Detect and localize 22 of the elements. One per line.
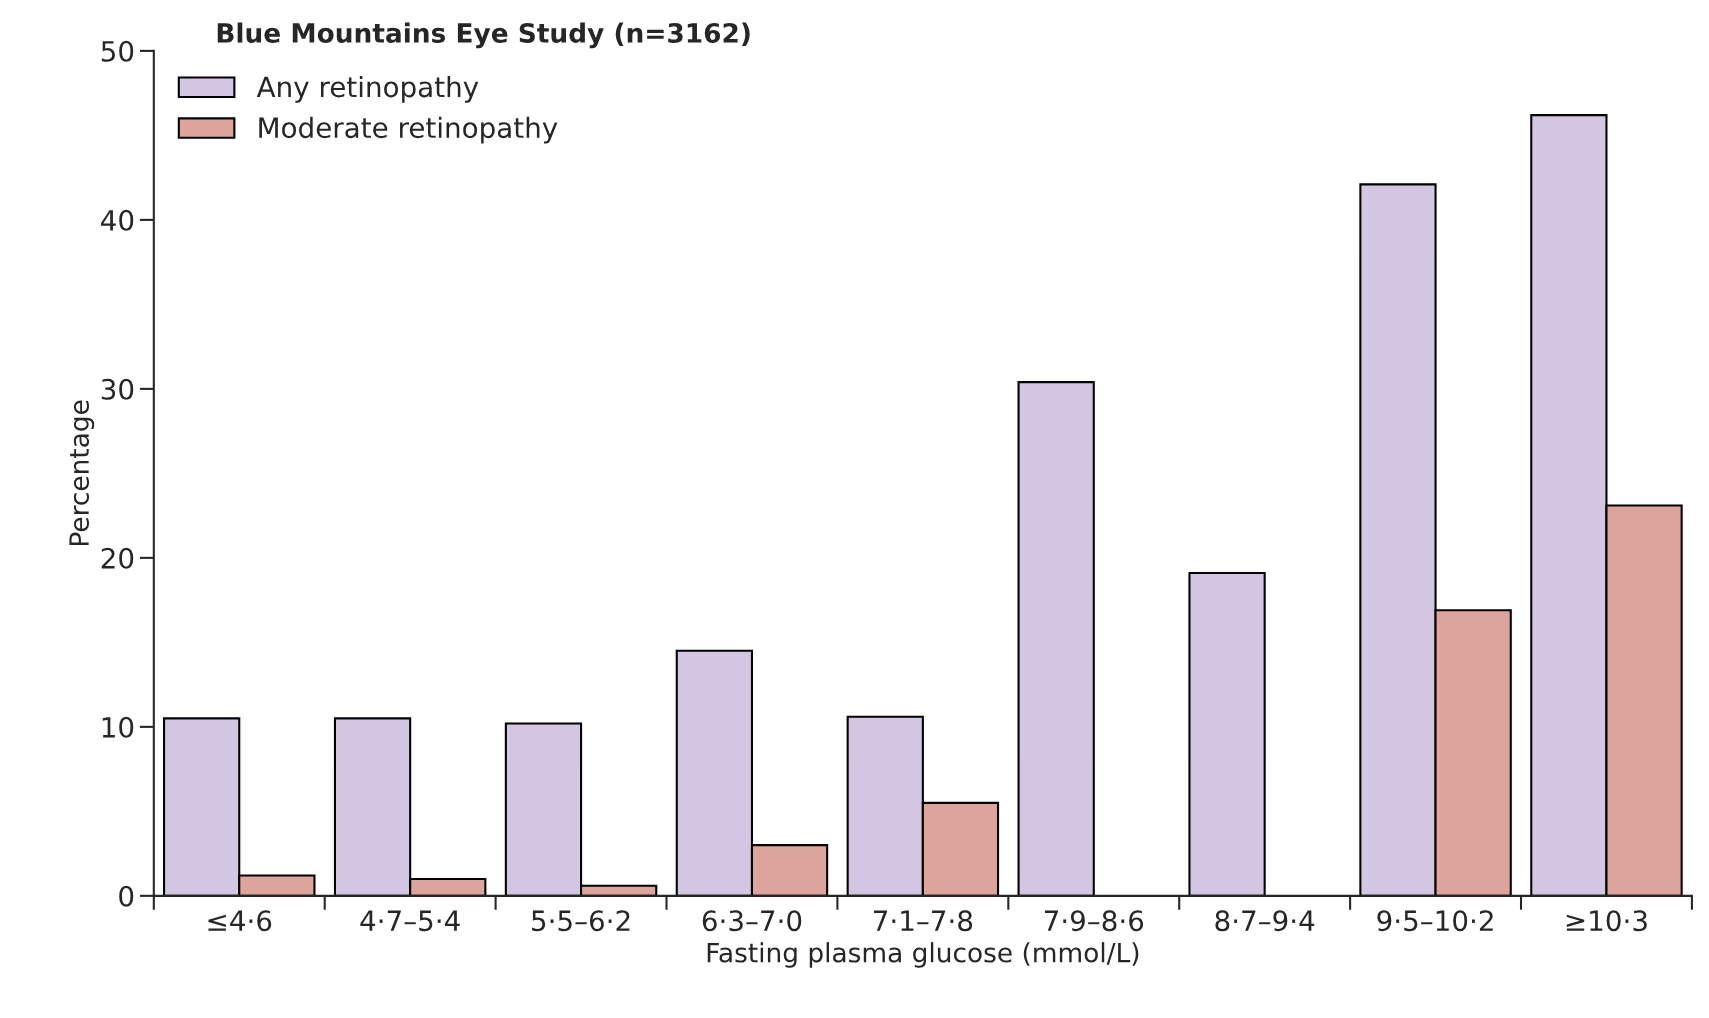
- legend-label: Moderate retinopathy: [259, 116, 558, 144]
- y-tick-label: 10: [102, 716, 134, 738]
- x-tick-label: 7·9–8·6: [1044, 910, 1144, 932]
- x-tick-label: 4·7–5·4: [360, 910, 460, 932]
- x-tick-label: ≤4·6: [208, 910, 272, 932]
- x-tick-label: 6·3–7·0: [702, 910, 802, 932]
- x-tick-label: 9·5–10·2: [1377, 910, 1493, 932]
- x-tick-label: 5·5–6·2: [532, 910, 630, 932]
- x-tick-label: ≥10·3: [1566, 910, 1647, 932]
- y-tick-label: 0: [119, 885, 134, 907]
- x-tick-label: 8·7–9·4: [1215, 910, 1315, 932]
- legend-label: Any retinopathy: [256, 75, 479, 103]
- x-axis-title: Fasting plasma glucose (mmol/L): [707, 942, 1139, 968]
- x-tick-label: 7·1–7·8: [874, 910, 973, 932]
- bar: [1188, 572, 1266, 896]
- y-tick-label: 50: [101, 40, 134, 62]
- y-tick-label: 40: [101, 209, 134, 231]
- y-tick-label: 30: [101, 378, 134, 400]
- y-axis-title: Percentage: [69, 400, 95, 545]
- chart-title: Blue Mountains Eye Study (n=3162): [217, 22, 750, 49]
- y-tick-label: 20: [101, 547, 134, 569]
- bar: [1017, 381, 1095, 896]
